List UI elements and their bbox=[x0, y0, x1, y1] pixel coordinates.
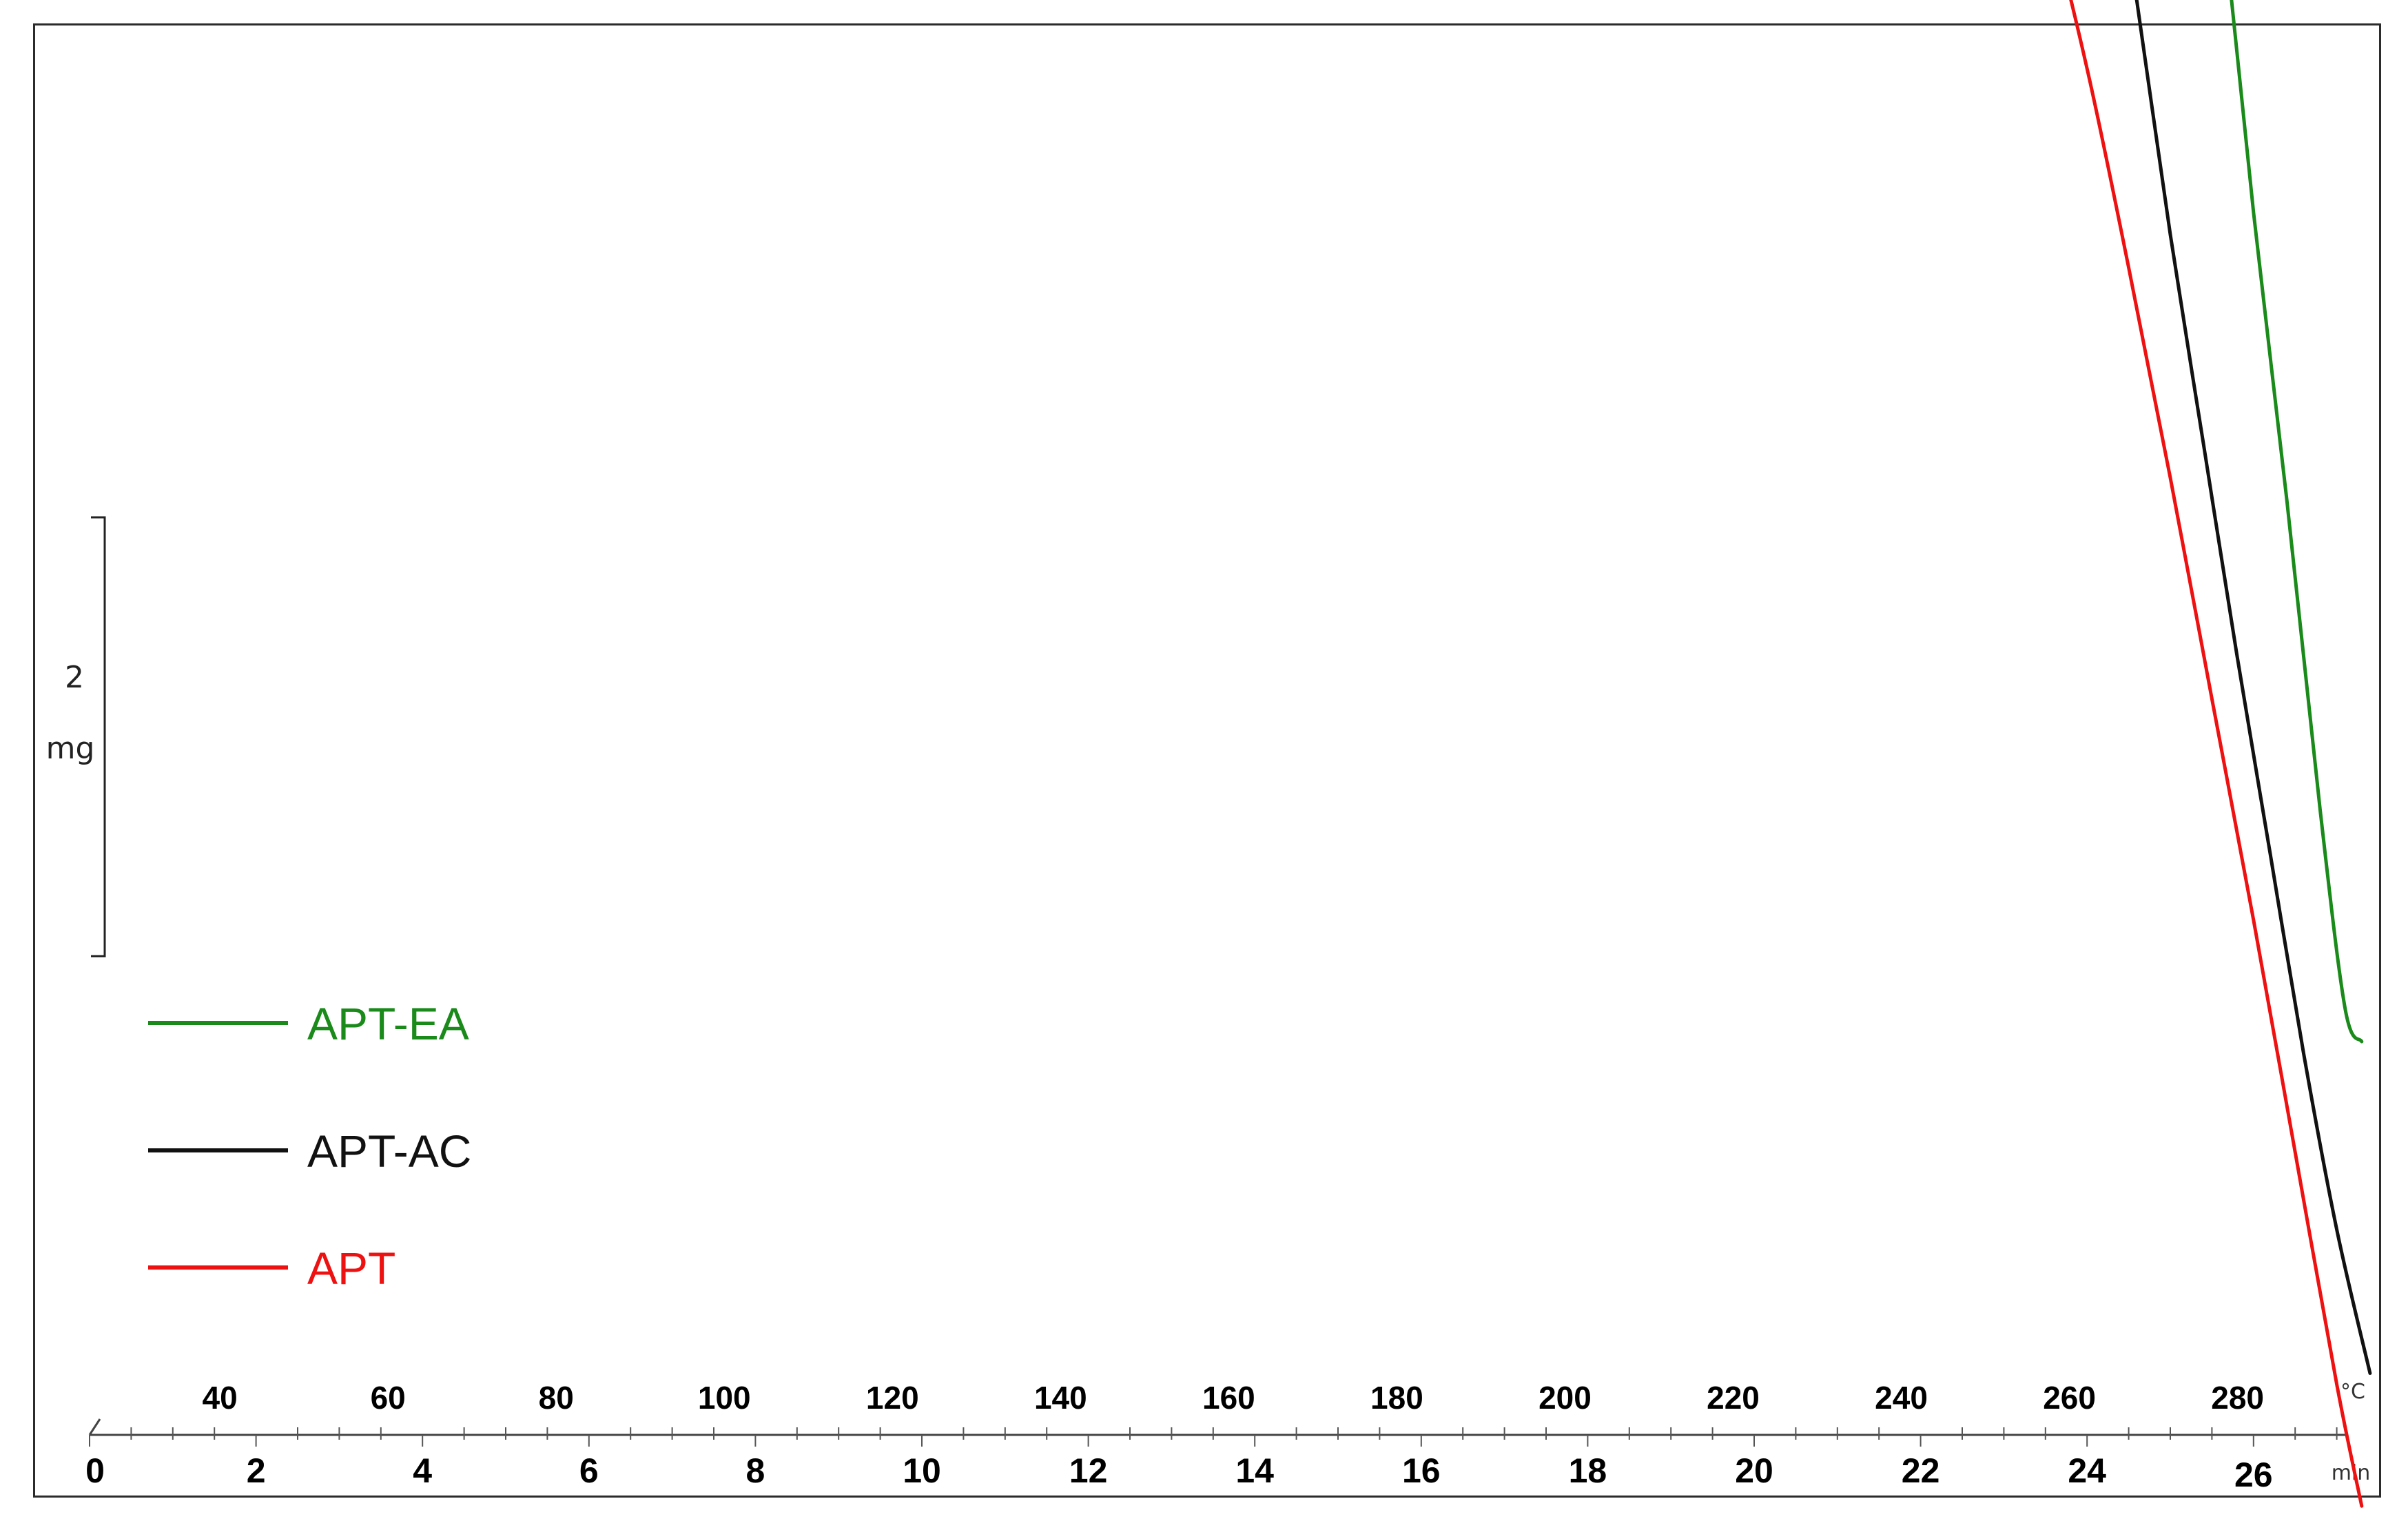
time-tick-label: 26 bbox=[2234, 1456, 2273, 1494]
axis-start-mark bbox=[88, 1418, 101, 1436]
time-tick-label: 14 bbox=[1235, 1451, 1274, 1490]
temperature-tick-label: 260 bbox=[2043, 1380, 2096, 1416]
legend: APT-EA APT-AC APT bbox=[148, 998, 471, 1294]
series-line-apt-ac bbox=[2134, 0, 2372, 1375]
time-tick-labels: 0 2 4 6 8 10 12 14 16 18 20 22 24 26 bbox=[85, 1451, 2273, 1494]
time-tick-label: 6 bbox=[579, 1451, 599, 1490]
time-unit: min bbox=[2332, 1461, 2371, 1485]
time-tick-label: 12 bbox=[1069, 1451, 1108, 1490]
legend-label: APT-EA bbox=[307, 998, 469, 1049]
time-axis bbox=[88, 1418, 2348, 1436]
time-tick-label: 2 bbox=[247, 1451, 266, 1490]
temperature-tick-label: 80 bbox=[539, 1380, 574, 1416]
time-tick-label: 10 bbox=[903, 1451, 941, 1490]
scale-unit: mg bbox=[46, 731, 95, 766]
temperature-tick-label: 240 bbox=[1875, 1380, 1928, 1416]
time-tick-label: 4 bbox=[413, 1451, 432, 1490]
legend-label: APT bbox=[307, 1243, 395, 1294]
series-line-apt bbox=[2069, 0, 2364, 1508]
temperature-tick-label: 180 bbox=[1370, 1380, 1423, 1416]
time-tick-label: 20 bbox=[1735, 1451, 1773, 1490]
axis-minor-ticks bbox=[89, 1427, 2338, 1447]
temperature-tick-label: 120 bbox=[866, 1380, 919, 1416]
chart-frame bbox=[33, 23, 2381, 1498]
time-tick-label: 24 bbox=[2068, 1451, 2106, 1490]
temperature-tick-label: 200 bbox=[1539, 1380, 1592, 1416]
temperature-tick-label: 40 bbox=[203, 1380, 238, 1416]
time-tick-label: 8 bbox=[745, 1451, 765, 1490]
mass-scale-bar: 2 mg bbox=[46, 516, 106, 958]
scale-value: 2 bbox=[65, 660, 84, 695]
temperature-tick-label: 100 bbox=[698, 1380, 751, 1416]
time-tick-label: 18 bbox=[1569, 1451, 1607, 1490]
time-tick-label: 22 bbox=[1902, 1451, 1940, 1490]
legend-label: APT-AC bbox=[307, 1126, 471, 1177]
scale-bracket bbox=[91, 516, 106, 958]
series-lines bbox=[2069, 0, 2372, 1508]
time-tick-label: 16 bbox=[1402, 1451, 1441, 1490]
temperature-tick-label: 220 bbox=[1707, 1380, 1760, 1416]
temperature-tick-label: 160 bbox=[1202, 1380, 1255, 1416]
series-line-apt-ea bbox=[2230, 0, 2364, 1044]
temperature-tick-labels: 40 60 80 100 120 140 160 180 200 220 240 260 280 bbox=[203, 1380, 2264, 1416]
temperature-tick-label: 280 bbox=[2211, 1380, 2264, 1416]
time-tick-label: 0 bbox=[85, 1451, 105, 1490]
temperature-unit: °C bbox=[2340, 1380, 2365, 1404]
temperature-tick-label: 140 bbox=[1034, 1380, 1087, 1416]
temperature-tick-label: 60 bbox=[371, 1380, 406, 1416]
